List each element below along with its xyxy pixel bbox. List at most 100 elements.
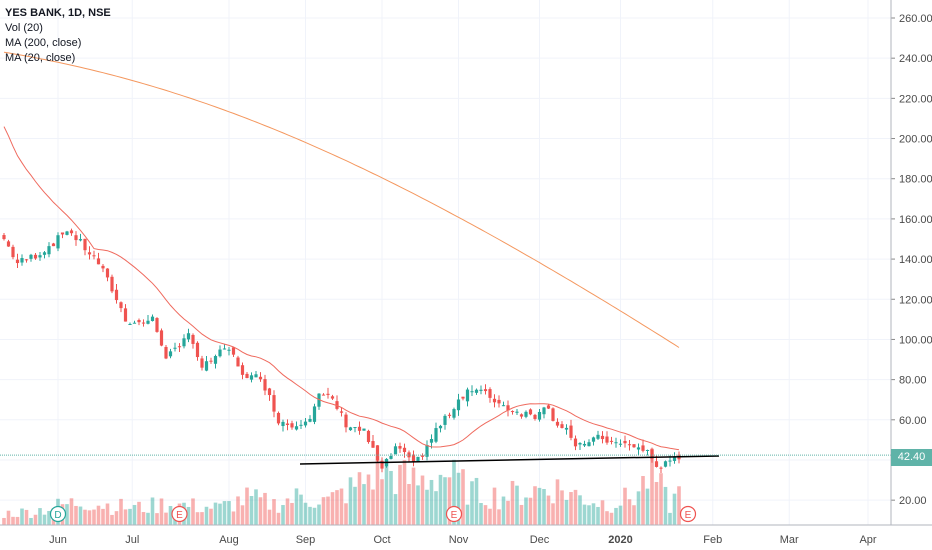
event-marker-label[interactable]: D xyxy=(54,510,61,521)
volume-bar xyxy=(483,505,488,525)
candle-body xyxy=(204,361,209,371)
last-price-badge: 42.40 xyxy=(891,449,932,466)
volume-bar xyxy=(384,459,389,525)
candle-body xyxy=(182,338,186,347)
volume-bar xyxy=(299,494,303,525)
candle-body xyxy=(506,405,510,411)
volume-bar xyxy=(416,485,420,525)
candle-body xyxy=(362,428,366,431)
volume-bar xyxy=(164,512,168,525)
candle-body xyxy=(533,414,537,419)
volume-bar xyxy=(249,496,254,525)
candle-body xyxy=(6,241,11,247)
candle-body xyxy=(348,427,353,431)
candle-body xyxy=(560,424,564,428)
candle-body xyxy=(209,360,213,362)
volume-bar xyxy=(389,470,393,525)
volume-bar xyxy=(240,505,245,525)
event-marker-label[interactable]: E xyxy=(176,510,183,521)
volume-bar xyxy=(510,480,515,525)
event-marker-circle[interactable] xyxy=(49,505,67,523)
event-marker-label[interactable]: E xyxy=(685,510,692,521)
volume-bar xyxy=(546,495,551,525)
candle-body xyxy=(578,443,582,445)
candle-body xyxy=(159,330,164,346)
event-marker-circle[interactable] xyxy=(171,505,188,523)
y-tick-label: 260.00 xyxy=(899,13,932,25)
candle-body xyxy=(42,252,47,255)
volume-bar xyxy=(285,498,290,525)
candle-body xyxy=(659,467,663,469)
volume-bar xyxy=(294,488,299,525)
candle-body xyxy=(2,235,6,240)
y-tick-label: 180.00 xyxy=(899,174,932,186)
volume-bar xyxy=(96,505,101,525)
volume-bar xyxy=(146,512,150,525)
volume-bar xyxy=(339,488,344,525)
candle-body xyxy=(632,444,636,448)
volume-bar xyxy=(402,460,407,525)
candle-body xyxy=(501,405,506,407)
y-tick-label: 140.00 xyxy=(899,254,932,266)
volume-bar xyxy=(623,487,627,525)
volume-bar xyxy=(447,477,452,525)
volume-bar xyxy=(555,479,560,525)
candle-body xyxy=(213,355,218,364)
candle-body xyxy=(299,424,303,426)
indicator-lines xyxy=(0,51,891,465)
candle-body xyxy=(168,351,173,357)
candle-body xyxy=(335,401,339,409)
candle-body xyxy=(371,441,375,448)
y-tick-label: 20.00 xyxy=(899,495,927,507)
volume-bar xyxy=(479,503,483,525)
volume-bar xyxy=(227,501,231,525)
x-tick-label: Jul xyxy=(125,534,139,546)
candle-body xyxy=(519,414,524,417)
volume-bar xyxy=(609,512,614,525)
candle-body xyxy=(101,265,105,269)
candle-body xyxy=(605,436,609,443)
candle-body xyxy=(443,415,447,425)
candle-body xyxy=(497,399,501,404)
candle-body xyxy=(672,457,677,461)
volume-bar xyxy=(254,489,258,525)
volume-bar xyxy=(204,506,209,525)
candle-body xyxy=(173,347,177,349)
volume-bar xyxy=(564,499,569,525)
candle-body xyxy=(164,346,168,359)
x-tick-label: Feb xyxy=(703,534,722,546)
candle-body xyxy=(29,254,33,259)
volume-bar xyxy=(371,489,375,525)
volume-bar xyxy=(141,512,146,525)
volume-bar xyxy=(218,503,222,525)
y-tick-label: 60.00 xyxy=(899,415,927,427)
candle-body xyxy=(366,430,371,443)
candle-body xyxy=(96,258,101,265)
candle-body xyxy=(123,308,128,322)
y-tick-label: 120.00 xyxy=(899,294,932,306)
volume-bar xyxy=(272,499,276,525)
legend-symbol: YES BANK, 1D, NSE xyxy=(5,7,111,19)
y-tick-label: 220.00 xyxy=(899,93,932,105)
y-tick-label: 80.00 xyxy=(899,375,927,387)
candle-body xyxy=(645,449,650,451)
volume-bar xyxy=(33,514,38,525)
volume-bar xyxy=(560,490,564,525)
candle-body xyxy=(353,427,357,429)
event-marker-circle[interactable] xyxy=(445,505,463,523)
candle-body xyxy=(393,446,398,455)
volume-bar xyxy=(29,517,33,525)
volume-bars xyxy=(2,448,681,525)
volume-bar xyxy=(654,481,659,525)
event-marker-label[interactable]: E xyxy=(451,510,458,521)
volume-bar xyxy=(578,495,582,525)
candle-body xyxy=(600,435,605,440)
volume-bar xyxy=(24,509,29,525)
candle-body xyxy=(294,426,299,430)
legend: YES BANK, 1D, NSE Vol (20) MA (200, clos… xyxy=(5,6,111,66)
event-marker-circle[interactable] xyxy=(679,505,697,523)
volume-bar xyxy=(78,506,83,525)
candle-body xyxy=(479,389,483,391)
volume-bar xyxy=(542,489,546,525)
volume-bar xyxy=(150,497,155,525)
